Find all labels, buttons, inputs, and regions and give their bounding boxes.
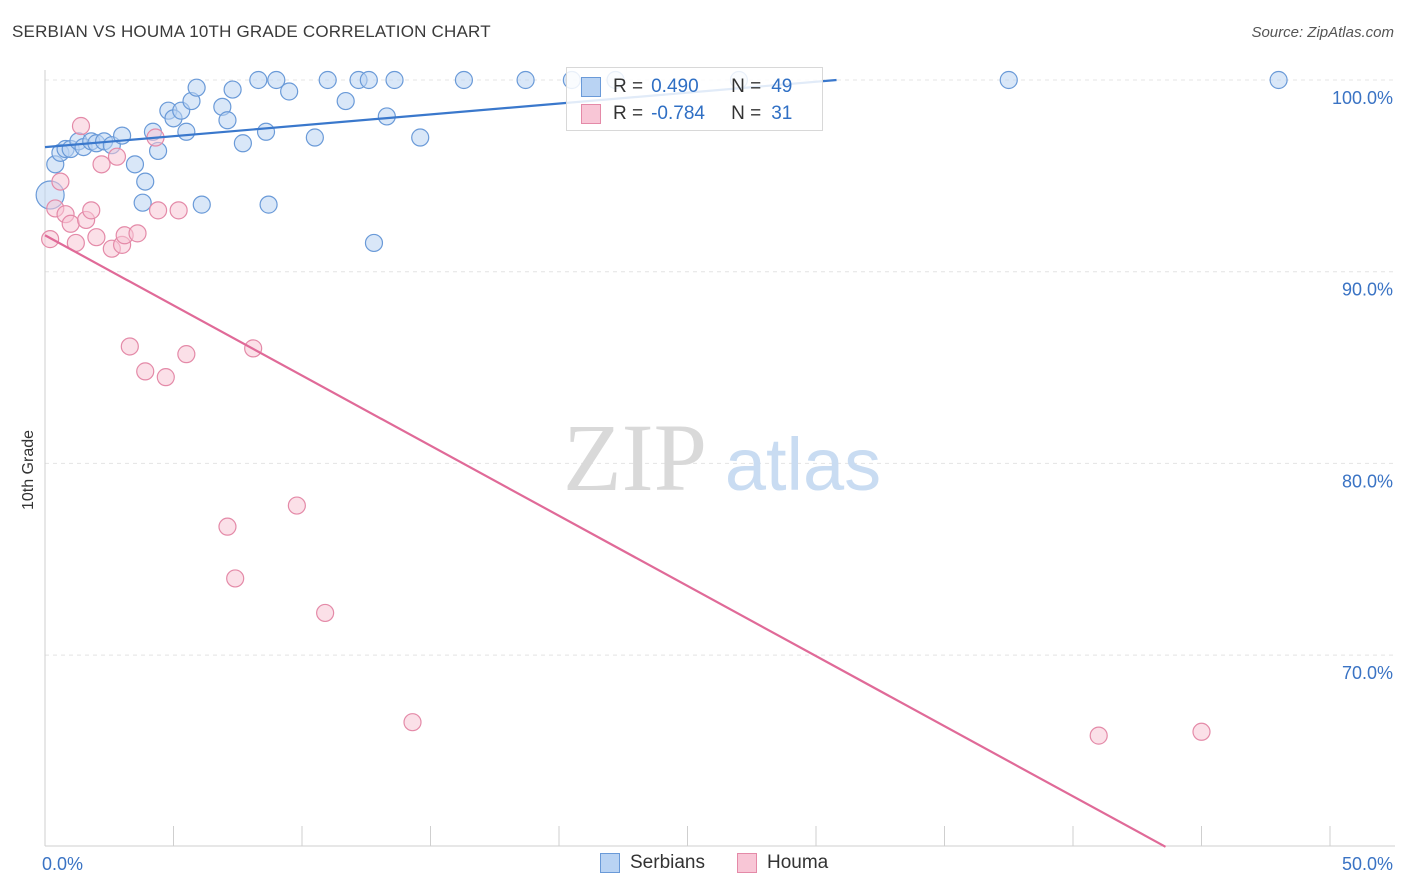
- point-serbians: [133, 193, 152, 212]
- y-tick-label: 80.0%: [1342, 471, 1393, 491]
- point-houma: [148, 201, 168, 220]
- point-houma: [71, 116, 91, 136]
- point-serbians: [267, 70, 286, 90]
- watermark-atlas: atlas: [725, 423, 881, 506]
- legend-label-serbians: Serbians: [630, 852, 705, 873]
- point-serbians: [256, 122, 276, 141]
- point-houma: [169, 201, 188, 220]
- x-tick-label: 0.0%: [42, 854, 83, 874]
- point-houma: [136, 362, 155, 381]
- point-houma: [120, 337, 139, 356]
- point-serbians: [233, 134, 252, 153]
- legend-swatch-pink: [581, 104, 601, 124]
- legend-swatch-houma: [737, 853, 757, 873]
- point-serbians: [125, 155, 145, 174]
- point-serbians: [377, 107, 396, 126]
- point-serbians: [318, 70, 337, 90]
- point-serbians: [411, 128, 430, 147]
- point-serbians: [223, 80, 242, 99]
- point-houma: [226, 569, 245, 588]
- legend-r-label: R =: [613, 76, 644, 97]
- point-houma: [287, 496, 306, 515]
- series-legend: Serbians Houma: [600, 852, 860, 874]
- point-serbians: [136, 172, 155, 191]
- point-houma: [218, 517, 237, 536]
- point-houma: [1089, 726, 1108, 745]
- point-serbians: [177, 122, 196, 141]
- point-serbians: [454, 70, 474, 90]
- legend-swatch-serbians: [600, 853, 620, 873]
- legend-n-value: 49: [771, 76, 793, 97]
- legend-n-label: N =: [731, 103, 762, 124]
- legend-r-label: R =: [613, 103, 644, 124]
- legend-row-serbians: R = 0.490 N = 49: [581, 75, 792, 99]
- x-tick-label: 50.0%: [1342, 854, 1393, 874]
- point-serbians: [218, 111, 237, 130]
- trend-line-houma: [44, 234, 1167, 848]
- correlation-legend: R = 0.490 N = 49 R = -0.784 N = 31: [566, 67, 823, 131]
- watermark-zip: ZIP: [563, 404, 707, 511]
- point-serbians: [249, 70, 268, 90]
- point-serbians: [187, 78, 206, 97]
- y-tick-label: 90.0%: [1342, 280, 1393, 300]
- legend-n-label: N =: [731, 76, 762, 97]
- legend-n-value: 31: [771, 103, 793, 124]
- legend-label-houma: Houma: [767, 852, 829, 873]
- gridlines: [45, 79, 1395, 656]
- point-houma: [1192, 722, 1211, 741]
- point-serbians: [259, 195, 278, 214]
- legend-item-serbians[interactable]: Serbians: [600, 852, 705, 874]
- legend-r-value: 0.490: [651, 76, 699, 97]
- legend-row-houma: R = -0.784 N = 31: [581, 102, 792, 126]
- point-houma: [92, 155, 111, 174]
- point-houma: [316, 603, 335, 623]
- point-houma: [107, 147, 127, 166]
- legend-swatch-blue: [581, 77, 601, 97]
- point-houma: [87, 228, 106, 247]
- point-houma: [156, 368, 175, 387]
- point-serbians: [999, 70, 1018, 90]
- point-serbians: [359, 70, 378, 90]
- point-houma: [82, 201, 101, 220]
- tick-labels: 100.0% 90.0% 80.0% 70.0% 0.0% 50.0%: [42, 88, 1393, 874]
- point-serbians: [1269, 70, 1288, 90]
- chart-title: SERBIAN VS HOUMA 10TH GRADE CORRELATION …: [12, 22, 491, 41]
- point-serbians: [280, 82, 299, 101]
- point-serbians: [336, 91, 355, 111]
- point-serbians: [305, 128, 324, 147]
- point-houma: [61, 214, 80, 233]
- legend-r-value: -0.784: [651, 103, 705, 124]
- legend-item-houma[interactable]: Houma: [737, 852, 828, 874]
- point-houma: [177, 345, 196, 364]
- y-tick-label: 100.0%: [1332, 88, 1393, 108]
- point-houma: [128, 224, 147, 243]
- y-tick-label: 70.0%: [1342, 663, 1393, 683]
- chart-source: Source: ZipAtlas.com: [1251, 24, 1394, 41]
- point-serbians: [516, 70, 535, 90]
- point-houma: [51, 172, 70, 191]
- point-serbians: [364, 233, 384, 253]
- data-points: [35, 70, 1288, 745]
- axes: [44, 70, 1395, 847]
- point-serbians: [385, 70, 404, 90]
- watermark: ZIP atlas: [563, 404, 881, 511]
- point-houma: [403, 713, 422, 732]
- point-serbians: [192, 195, 211, 214]
